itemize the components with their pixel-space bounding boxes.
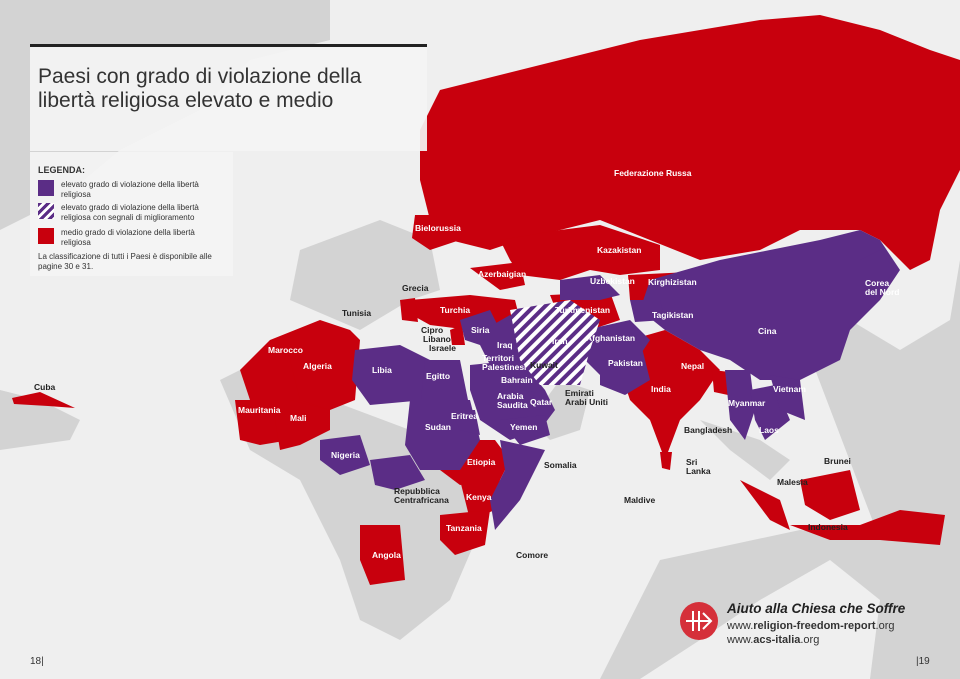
svg-text:Libia: Libia	[372, 365, 392, 375]
svg-text:Saudita: Saudita	[497, 400, 528, 410]
svg-text:Iran: Iran	[552, 336, 568, 346]
svg-text:Corea: Corea	[865, 278, 889, 288]
svg-text:Mauritania: Mauritania	[238, 405, 281, 415]
svg-text:Malesia: Malesia	[777, 477, 808, 487]
svg-text:Somalia: Somalia	[544, 460, 577, 470]
brand-name: Aiuto alla Chiesa che Soffre	[727, 601, 906, 616]
svg-text:Maldive: Maldive	[624, 495, 655, 505]
svg-text:Turchia: Turchia	[440, 305, 470, 315]
svg-text:Yemen: Yemen	[510, 422, 537, 432]
svg-text:Cuba: Cuba	[34, 382, 56, 392]
svg-text:Repubblica: Repubblica	[394, 486, 440, 496]
svg-text:Pakistan: Pakistan	[608, 358, 643, 368]
svg-text:Bangladesh: Bangladesh	[684, 425, 732, 435]
svg-text:Kenya: Kenya	[466, 492, 492, 502]
svg-text:del Nord: del Nord	[865, 287, 899, 297]
svg-text:Nigeria: Nigeria	[331, 450, 360, 460]
svg-text:Arabia: Arabia	[497, 391, 524, 401]
svg-text:Uzbekistan: Uzbekistan	[590, 276, 635, 286]
svg-text:Tanzania: Tanzania	[446, 523, 482, 533]
svg-text:Emirati: Emirati	[565, 388, 594, 398]
svg-text:Nepal: Nepal	[681, 361, 704, 371]
svg-text:Lanka: Lanka	[686, 466, 711, 476]
svg-text:Comore: Comore	[516, 550, 548, 560]
legend-item-high: elevato grado di violazione della libert…	[38, 180, 211, 200]
svg-text:Mali: Mali	[290, 413, 307, 423]
svg-text:Azerbaigian: Azerbaigian	[478, 269, 526, 279]
svg-text:Afghanistan: Afghanistan	[586, 333, 635, 343]
svg-text:Sri: Sri	[686, 457, 697, 467]
svg-text:Bielorussia: Bielorussia	[415, 223, 461, 233]
legend-heading: LEGENDA:	[38, 165, 85, 175]
svg-text:Libano: Libano	[423, 334, 451, 344]
svg-text:Cina: Cina	[758, 326, 777, 336]
acs-logo-icon	[680, 602, 718, 640]
svg-text:Egitto: Egitto	[426, 371, 450, 381]
svg-text:Grecia: Grecia	[402, 283, 429, 293]
svg-text:Tunisia: Tunisia	[342, 308, 371, 318]
iran-striped	[510, 300, 600, 385]
title-line-2: libertà religiosa elevato e medio	[38, 89, 334, 112]
svg-text:Territori: Territori	[482, 353, 514, 363]
page-number-right: |19	[916, 656, 930, 667]
striped-swatch	[38, 203, 54, 219]
svg-text:Etiopia: Etiopia	[467, 457, 496, 467]
svg-text:Vietnam: Vietnam	[773, 384, 806, 394]
url-acs-italia[interactable]: www.acs-italia.org	[727, 634, 820, 646]
svg-text:Kazakistan: Kazakistan	[597, 245, 641, 255]
svg-text:Marocco: Marocco	[268, 345, 303, 355]
svg-text:Israele: Israele	[429, 343, 456, 353]
svg-text:Myanmar: Myanmar	[728, 398, 766, 408]
legend-note: La classificazione di tutti i Paesi è di…	[38, 252, 212, 271]
svg-text:Arabi Uniti: Arabi Uniti	[565, 397, 608, 407]
svg-text:Indonesia: Indonesia	[808, 522, 848, 532]
svg-text:Centrafricana: Centrafricana	[394, 495, 449, 505]
svg-text:Laos: Laos	[759, 425, 779, 435]
title-line-1: Paesi con grado di violazione della	[38, 65, 362, 88]
svg-text:Eritrea: Eritrea	[451, 411, 478, 421]
svg-text:India: India	[651, 384, 671, 394]
svg-text:Kuwait: Kuwait	[530, 360, 558, 370]
url-religion-freedom-report[interactable]: www.religion-freedom-report.org	[727, 620, 895, 632]
svg-text:Angola: Angola	[372, 550, 401, 560]
legend-label: elevato grado di violazione della libert…	[61, 203, 199, 222]
svg-text:Turkmenistan: Turkmenistan	[555, 305, 610, 315]
svg-text:Brunei: Brunei	[824, 456, 851, 466]
svg-text:Siria: Siria	[471, 325, 490, 335]
svg-text:Iraq: Iraq	[497, 340, 513, 350]
country-labels: Federazione Russa Bielorussia Kazakistan…	[34, 168, 899, 560]
legend-item-medium: medio grado di violazione della libertà …	[38, 228, 211, 248]
title-panel: Paesi con grado di violazione della libe…	[30, 44, 427, 151]
svg-text:Algeria: Algeria	[303, 361, 332, 371]
svg-text:Kirghizistan: Kirghizistan	[648, 277, 697, 287]
svg-text:Palestinesi: Palestinesi	[482, 362, 526, 372]
svg-text:Bahrain: Bahrain	[501, 375, 533, 385]
legend: LEGENDA: elevato grado di violazione del…	[30, 152, 233, 276]
page-title: Paesi con grado di violazione della libe…	[38, 65, 361, 113]
red-swatch	[38, 228, 54, 244]
purple-swatch	[38, 180, 54, 196]
svg-text:Sudan: Sudan	[425, 422, 451, 432]
legend-item-high-improving: elevato grado di violazione della libert…	[38, 203, 211, 223]
svg-text:Tagikistan: Tagikistan	[652, 310, 693, 320]
high-level-countries	[320, 230, 900, 530]
legend-label: medio grado di violazione della libertà …	[61, 228, 195, 247]
svg-text:Cipro: Cipro	[421, 325, 443, 335]
svg-text:Federazione Russa: Federazione Russa	[614, 168, 692, 178]
svg-text:Qatar: Qatar	[530, 397, 553, 407]
legend-label: elevato grado di violazione della libert…	[61, 180, 199, 199]
page-number-left: 18|	[30, 656, 44, 667]
